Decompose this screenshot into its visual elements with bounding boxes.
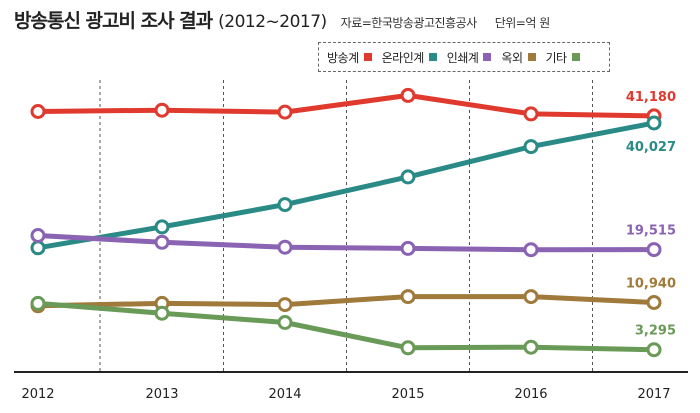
series-line: [35, 300, 657, 353]
data-point: [646, 242, 662, 258]
data-point: [277, 239, 293, 255]
x-tick-label: 2016: [514, 387, 547, 402]
x-tick-label: 2017: [637, 387, 670, 402]
x-tick-label: 2014: [268, 387, 301, 402]
legend: 방송계 온라인계 인쇄계 옥외 기타: [318, 42, 610, 72]
data-point: [154, 102, 170, 118]
data-point: [523, 106, 539, 122]
data-point: [277, 297, 293, 313]
data-point: [30, 295, 46, 311]
data-point: [277, 104, 293, 120]
series-line: [35, 120, 657, 251]
data-point: [400, 240, 416, 256]
data-point: [277, 197, 293, 213]
legend-item-outdoor: 옥외: [501, 49, 536, 66]
data-label: 10,940: [626, 277, 676, 292]
x-tick-label: 2015: [391, 387, 424, 402]
data-point: [154, 219, 170, 235]
legend-swatch: [428, 53, 437, 61]
data-point: [523, 339, 539, 355]
data-source: 자료=한국방송광고진흥공사: [340, 16, 478, 30]
data-point: [154, 234, 170, 250]
legend-swatch: [571, 53, 580, 61]
data-label: 41,180: [626, 90, 676, 105]
data-point: [277, 315, 293, 330]
unit-label: 단위=억 원: [494, 16, 551, 30]
legend-label: 온라인계: [381, 50, 425, 65]
chart-period: (2012~2017): [218, 12, 327, 32]
data-point: [523, 139, 539, 155]
series-line: [35, 294, 657, 309]
legend-item-broadcast: 방송계: [327, 49, 372, 66]
chart-header: 방송통신 광고비 조사 결과 (2012~2017) 자료=한국방송광고진흥공사…: [14, 6, 550, 34]
series-line: [35, 233, 657, 253]
data-label: 3,295: [635, 324, 676, 339]
x-tick-label: 2013: [145, 387, 178, 402]
data-point: [400, 289, 416, 305]
legend-swatch: [527, 53, 536, 61]
data-point: [30, 228, 46, 243]
data-point: [400, 169, 416, 185]
series-line: [35, 92, 657, 119]
data-label: 19,515: [626, 224, 676, 239]
data-point: [646, 295, 662, 310]
legend-item-online: 온라인계: [382, 49, 437, 66]
data-point: [523, 289, 539, 305]
legend-swatch: [363, 53, 372, 61]
legend-label: 방송계: [327, 50, 359, 65]
data-point: [30, 104, 46, 119]
data-point: [523, 242, 539, 258]
legend-item-other: 기타: [546, 49, 580, 66]
legend-swatch: [483, 53, 492, 61]
legend-item-print: 인쇄계: [447, 49, 492, 66]
data-point: [400, 340, 416, 356]
data-label: 40,027: [626, 140, 676, 155]
legend-label: 인쇄계: [446, 50, 479, 65]
legend-label: 기타: [545, 50, 568, 65]
chart-title: 방송통신 광고비 조사 결과: [14, 10, 213, 32]
data-point: [154, 305, 170, 321]
data-point: [646, 115, 662, 131]
legend-label: 옥외: [501, 50, 523, 65]
data-point: [30, 240, 46, 256]
data-point: [646, 342, 662, 358]
x-tick-label: 2012: [21, 387, 54, 402]
data-point: [400, 87, 416, 103]
